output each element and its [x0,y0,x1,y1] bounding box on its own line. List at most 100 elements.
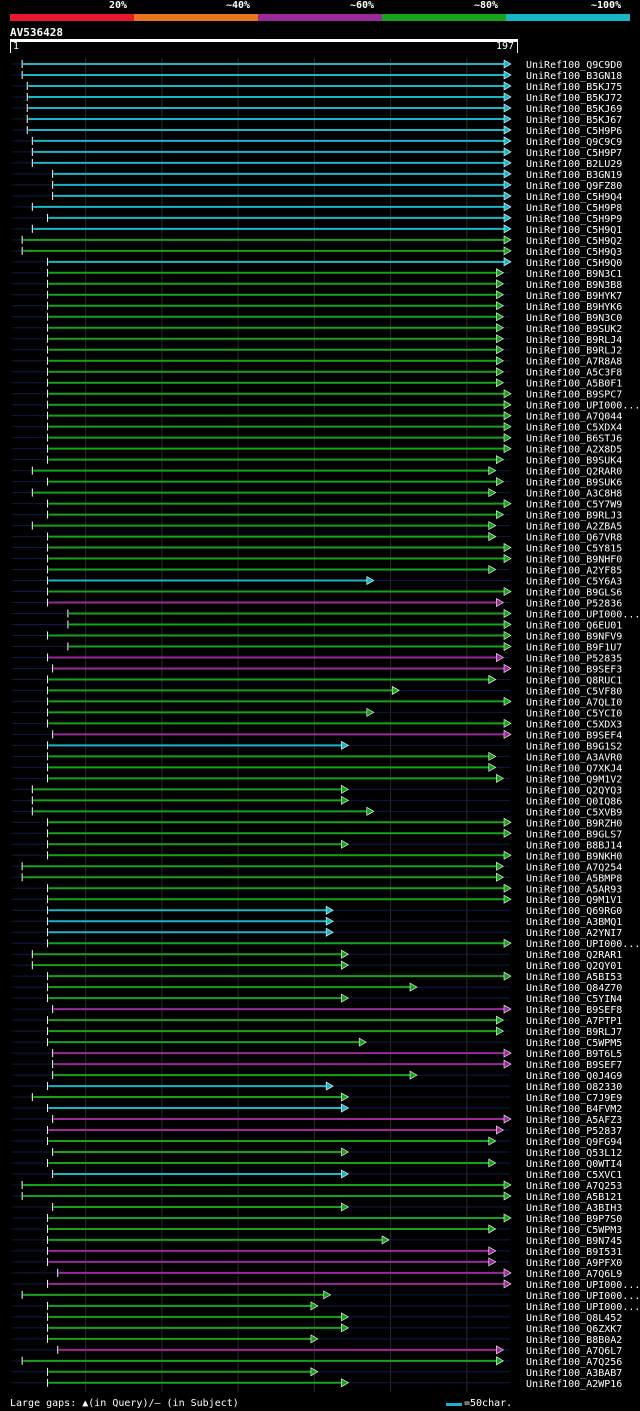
hit-row: UniRef100_B9N3C0 [12,312,622,324]
hit-row: UniRef100_B9NKH0 [12,850,622,862]
hit-label: UniRef100_B9SUK4 [526,456,622,467]
hit-arrow [488,674,497,684]
hit-row: UniRef100_O82330 [12,1081,622,1093]
hit-arrow [496,378,504,388]
hit-arrow [496,1125,504,1135]
hit-label: UniRef100_Q9C9D0 [526,60,622,71]
hit-arrow [341,1378,349,1388]
hit-row: UniRef100_A5B121 [12,1191,622,1203]
hit-row: UniRef100_C5YIN4 [12,993,622,1005]
hit-arrow [503,59,512,69]
hit-arrow [503,136,512,146]
hit-arrow [409,982,418,992]
hit-row: UniRef100_Q2RAR0 [12,466,622,478]
hit-label: UniRef100_B9GLS6 [526,588,622,599]
hit-row: UniRef100_B9SEF3 [12,663,622,675]
hit-row: UniRef100_B2LU29 [12,158,622,170]
hit-label: UniRef100_P52835 [526,653,622,664]
hit-arrow [488,532,497,542]
hit-label: UniRef100_A5BMP8 [526,873,622,884]
hit-label: UniRef100_C5WPM3 [526,1225,622,1236]
hit-arrow [503,389,512,399]
hit-label: UniRef100_Q0J4G9 [526,1071,622,1082]
hit-arrow [496,279,504,289]
legend-label: ~100% [591,0,622,11]
hit-label: UniRef100_Q2RAR0 [526,467,622,478]
hit-row: UniRef100_C5H9P6 [12,125,622,137]
hit-label: UniRef100_Q2QY01 [526,961,622,972]
hit-arrow [496,652,504,662]
gaps-legend: Large gaps: ▲(in Query)/— (in Subject) [10,1398,239,1409]
hit-label: UniRef100_B9N3C0 [526,313,622,324]
hit-label: UniRef100_Q53L12 [526,1148,622,1159]
hit-label: UniRef100_B9N3C1 [526,269,622,280]
hit-label: UniRef100_B9NHF0 [526,555,622,566]
hit-arrow [325,927,334,937]
hit-label: UniRef100_B9RLJ2 [526,346,622,357]
legend-swatch [134,14,258,21]
hit-row: UniRef100_B9RLJ7 [12,1026,622,1038]
hit-arrow [503,191,512,201]
hit-row: UniRef100_Q9M1V2 [12,773,622,785]
hit-row: UniRef100_Q2RAR1 [12,949,622,961]
hit-label: UniRef100_B9SPC7 [526,390,622,401]
hit-arrow [488,762,497,772]
legend-swatch [258,14,382,21]
hit-row: UniRef100_C5H9Q4 [12,191,622,203]
hit-label: UniRef100_A3C8H8 [526,489,622,500]
hit-label: UniRef100_A7PTP1 [526,1016,622,1027]
hit-label: UniRef100_B9HYK7 [526,291,622,302]
hit-row: UniRef100_B9G1S2 [12,740,622,752]
legend-label: ~80% [474,0,499,11]
legend-label: 20% [109,0,128,11]
hit-arrow [503,608,512,619]
hit-arrow [503,92,512,102]
hit-arrow [496,1345,504,1355]
hit-arrow [310,1301,319,1311]
hit-arrow [503,433,512,443]
hit-arrow [503,718,512,728]
hit-row: UniRef100_Q0J4G9 [12,1070,622,1082]
hit-arrow [503,81,512,91]
hit-row: UniRef100_A7Q6L9 [12,1268,622,1280]
hit-row: UniRef100_B5KJ69 [12,103,622,115]
hit-arrow [488,466,497,476]
hit-arrow [325,1081,334,1091]
hit-label: UniRef100_C5XVB9 [526,807,622,818]
hit-row: UniRef100_B9RLJ4 [12,334,622,346]
hit-label: UniRef100_C5H9Q2 [526,236,622,247]
hit-row: UniRef100_C5H9P9 [12,213,622,225]
hit-arrow [503,257,512,267]
hit-label: UniRef100_UPI000... [526,1291,640,1302]
hit-arrow [496,356,504,366]
hit-row: UniRef100_Q9FG94 [12,1136,622,1148]
hit-label: UniRef100_A5BI53 [526,972,622,983]
hit-arrow [503,554,512,564]
hit-row: UniRef100_A7Q254 [12,861,622,873]
hit-label: UniRef100_C5H9Q0 [526,258,622,269]
hit-label: UniRef100_B8BJ14 [526,840,622,851]
hit-row: UniRef100_Q9C9D0 [12,59,622,71]
hit-row: UniRef100_B9F1U7 [12,641,622,653]
hit-label: UniRef100_A7Q254 [526,862,622,873]
hit-arrow [488,1136,497,1146]
hit-label: UniRef100_A7Q256 [526,1357,622,1368]
hit-label: UniRef100_C5XVC1 [526,1170,622,1181]
hit-label: UniRef100_Q8RUC1 [526,675,622,686]
hit-label: UniRef100_B3GN18 [526,71,622,82]
hit-row: UniRef100_B9SEF4 [12,729,622,741]
hit-label: UniRef100_B9T6L5 [526,1049,622,1060]
hit-arrow [488,488,497,498]
hit-label: UniRef100_B3GN19 [526,170,622,181]
hit-row: UniRef100_UPI000... [12,1279,640,1291]
hit-label: UniRef100_Q67VR8 [526,533,622,544]
ruler-end-tick [517,42,518,53]
hit-arrow [323,1290,332,1300]
hit-row: UniRef100_Q9M1V1 [12,894,622,906]
hit-arrow [496,345,504,355]
hit-arrow [503,1213,512,1223]
hit-row: UniRef100_Q6EU01 [12,619,622,631]
hit-row: UniRef100_A3BIH3 [12,1202,622,1214]
hit-label: UniRef100_A2WP16 [526,1379,622,1390]
hit-arrow [341,993,349,1003]
